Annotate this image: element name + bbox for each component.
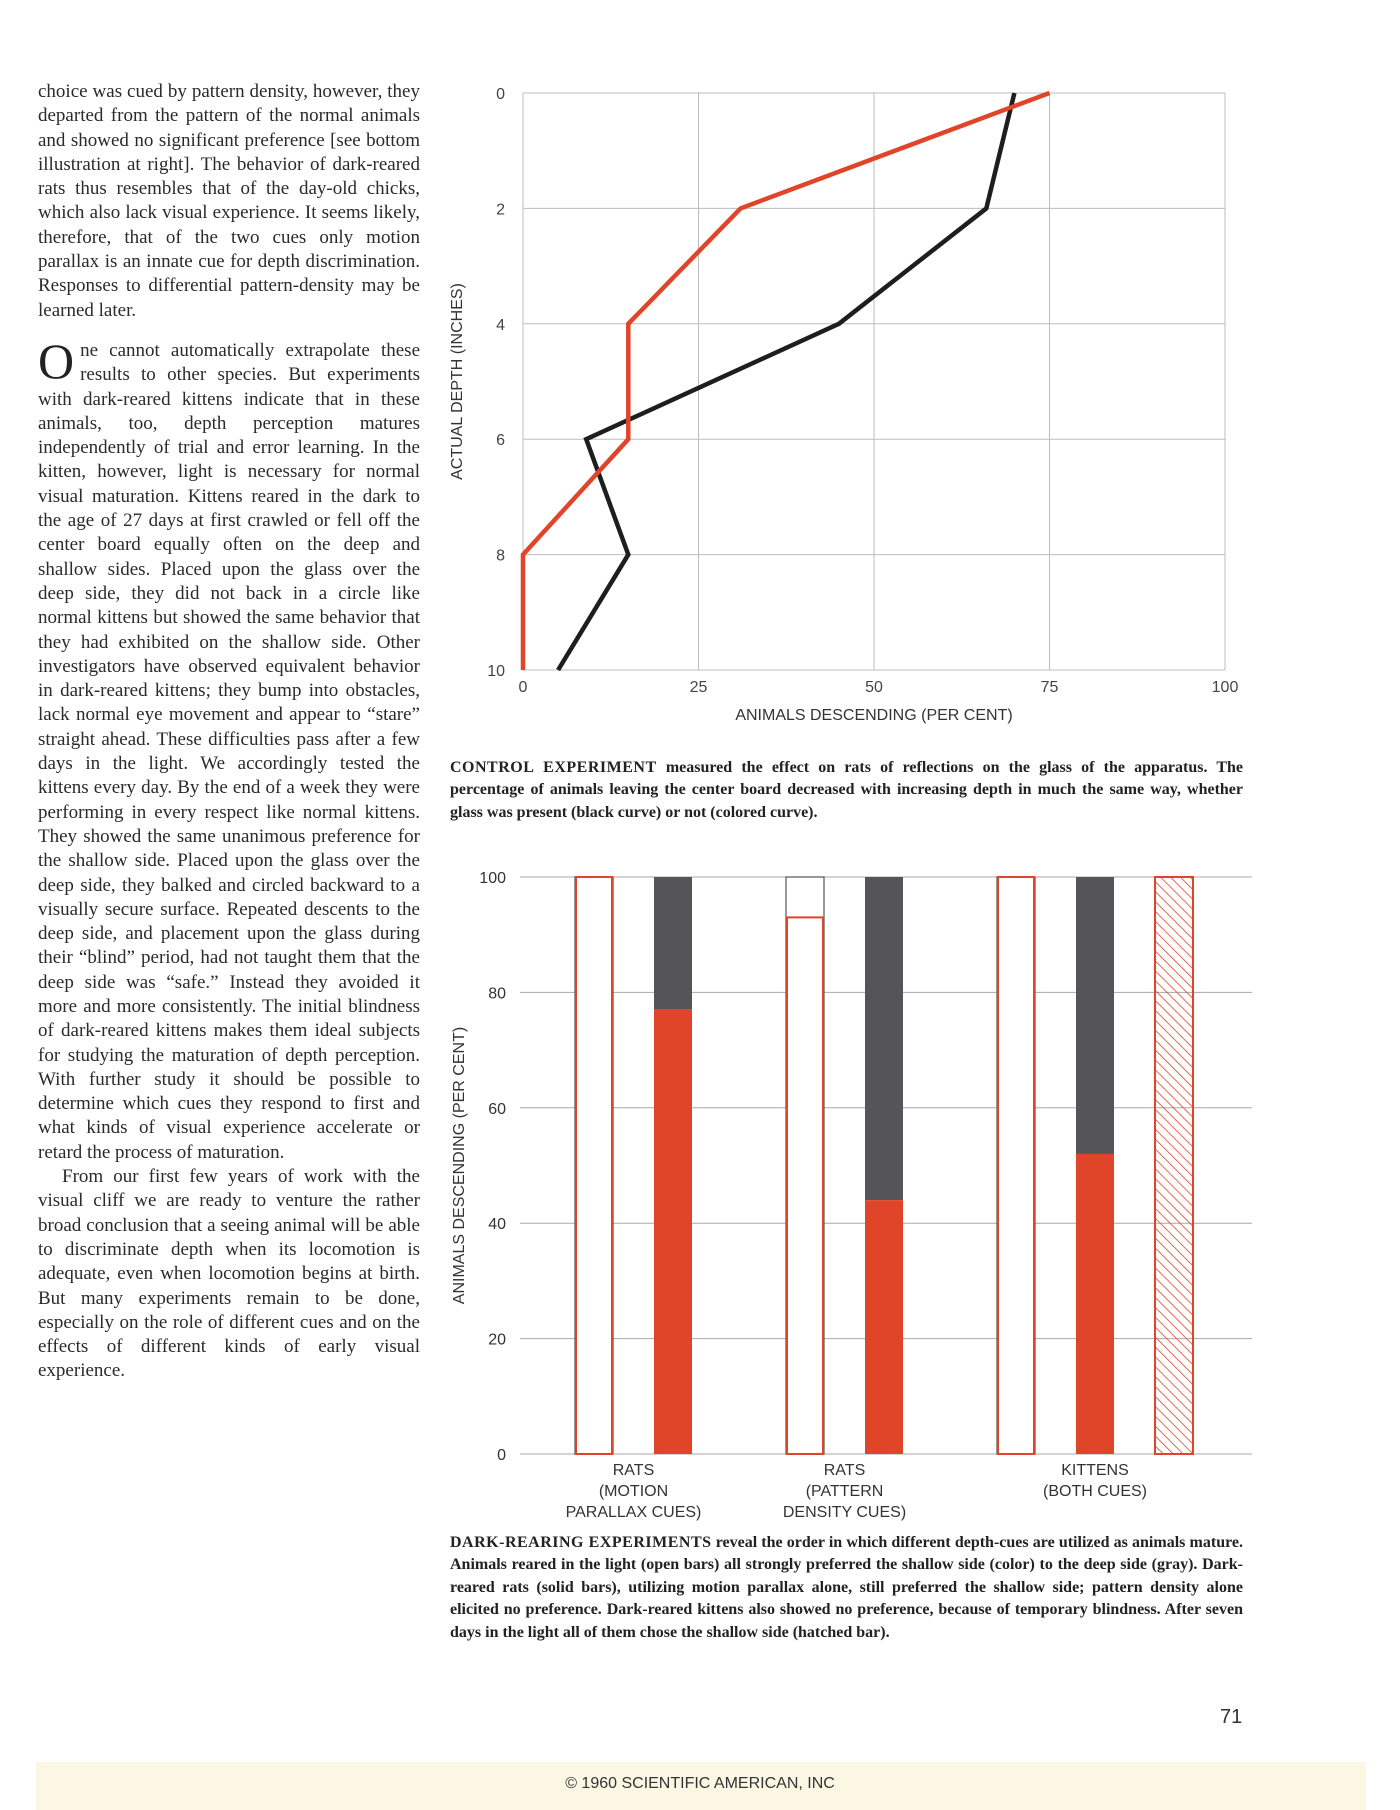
x-tick-label: 0 [519,679,528,696]
paragraph-3: From our first few years of work with th… [38,1166,420,1382]
group-label: PARALLAX CUES) [566,1504,702,1521]
solid-bar-deep [654,877,692,1010]
x-axis-label: ANIMALS DESCENDING (PER CENT) [735,707,1012,724]
dark-rearing-bar-chart: 0 20 40 60 80 100 ANIMALS DESCENDING (PER CENT… [451,870,1252,1521]
body-text-column: choice was cued by pattern density, howe… [38,80,420,1384]
paragraph-2-text: ne cannot automatically extrapolate thes… [38,339,420,1163]
hatched-bar [1154,876,1194,1455]
open-bar-shallow [786,916,824,1455]
group-label: KITTENS [1061,1462,1129,1479]
group-label: (PATTERN [806,1483,884,1500]
caption-body: measured the effect on rats of reflectio… [450,759,1244,821]
y-tick-label: 80 [488,985,506,1002]
solid-bar-shallow [865,1200,903,1454]
caption-heading: CONTROL EXPERIMENT [450,759,657,776]
open-bar-shallow [575,876,613,1455]
page-number: 71 [1220,1706,1243,1728]
y-tick-label: 8 [496,548,505,565]
open-bar-shallow [997,876,1035,1455]
y-tick-label: 0 [496,86,505,103]
caption-body: reveal the order in which different dept… [450,1534,1244,1641]
y-tick-label: 60 [488,1101,506,1118]
dark-rearing-figure: 0 20 40 60 80 100 ANIMALS DESCENDING (PER CENT… [440,860,1280,1540]
control-experiment-line-chart: 0 25 50 75 100 0 2 4 6 8 10 ANIMALS DESCENDING (PER… [449,86,1239,724]
group-label: (MOTION [599,1483,668,1500]
solid-bar-shallow [1076,1153,1114,1454]
colored-curve [520,90,1051,670]
dark-rearing-caption: DARK-REARING EXPERIMENTS reveal the orde… [450,1532,1243,1644]
y-tick-label: 10 [487,663,505,680]
group-label: RATS [613,1462,654,1479]
control-experiment-caption: CONTROL EXPERIMENT measured the effect o… [450,757,1243,824]
y-tick-label: 6 [496,432,505,449]
paragraph-1: choice was cued by pattern density, howe… [38,81,420,321]
x-tick-label: 75 [1041,679,1059,696]
solid-bar-deep [1076,877,1114,1154]
control-experiment-figure: 0 25 50 75 100 0 2 4 6 8 10 ANIMALS DESCENDING (PER… [440,70,1280,750]
x-tick-label: 50 [865,679,883,696]
y-axis-label: ANIMALS DESCENDING (PER CENT) [451,1027,468,1304]
solid-bar-shallow [654,1009,692,1454]
x-tick-label: 100 [1212,679,1239,696]
y-tick-label: 20 [488,1332,506,1349]
y-axis-label: ACTUAL DEPTH (INCHES) [449,283,466,480]
caption-heading: DARK-REARING EXPERIMENTS [450,1534,712,1551]
copyright-notice: © 1960 SCIENTIFIC AMERICAN, INC [565,1775,835,1792]
solid-bar-deep [865,877,903,1201]
y-tick-label: 100 [479,870,506,887]
y-tick-label: 4 [496,317,505,334]
drop-cap: O [38,332,75,389]
black-curve [556,92,1017,672]
group-label: DENSITY CUES) [783,1504,906,1521]
y-tick-label: 40 [488,1216,506,1233]
y-tick-label: 0 [497,1447,506,1464]
group-label: RATS [824,1462,865,1479]
y-tick-label: 2 [496,201,505,218]
footer-strip [36,1762,1366,1810]
group-label: (BOTH CUES) [1043,1483,1147,1500]
x-tick-label: 25 [690,679,708,696]
